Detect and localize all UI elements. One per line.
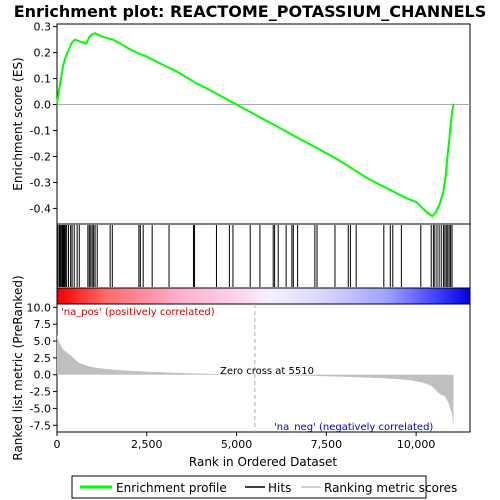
es-y-tick-label: -0.4 — [30, 202, 51, 215]
legend-enrichment-label: Enrichment profile — [116, 481, 227, 495]
x-axis-label: Rank in Ordered Dataset — [189, 455, 337, 469]
es-panel-frame — [56, 23, 471, 225]
metric-y-tick-label: -5.0 — [30, 402, 51, 415]
metric-y-tick-label: 7.5 — [34, 318, 52, 331]
es-y-tick-label: 0.2 — [34, 47, 52, 60]
es-y-tick-label: -0.2 — [30, 150, 51, 163]
legend-hits-label: Hits — [268, 481, 291, 495]
es-y-tick-label: 0.3 — [34, 21, 52, 34]
rank-gradient — [56, 287, 471, 305]
metric-panel: 10.0 7.5 5.0 2.5 0.0 -2.5 -5.0 -7.5 0 2,500 5,000… — [11, 275, 471, 469]
hit-markers — [57, 225, 453, 287]
hits-panel-frame — [56, 223, 471, 289]
es-y-tick-label: 0.1 — [34, 73, 52, 86]
legend-metric-label: Ranking metric scores — [324, 481, 457, 495]
x-tick-label: 2,500 — [131, 438, 163, 451]
metric-y-tick-label: -2.5 — [30, 386, 51, 399]
legend: Enrichment profile Hits Ranking metric s… — [71, 475, 457, 499]
es-y-axis: 0.3 0.2 0.1 0.0 -0.1 -0.2 -0.3 -0.4 — [30, 21, 57, 215]
neg-label: 'na_neg' (negatively correlated) — [274, 422, 433, 433]
es-y-tick-label: -0.1 — [30, 124, 51, 137]
metric-y-tick-label: 0.0 — [34, 369, 52, 382]
x-tick-label: 10,000 — [397, 438, 436, 451]
zero-cross-label: Zero cross at 5510 — [220, 366, 314, 377]
x-tick-label: 5,000 — [221, 438, 253, 451]
metric-y-tick-label: -7.5 — [30, 419, 51, 432]
es-panel: 0.3 0.2 0.1 0.0 -0.1 -0.2 -0.3 -0.4 Enrichment … — [11, 21, 471, 225]
metric-y-label: Ranked list metric (PreRanked) — [11, 275, 25, 460]
chart-title: Enrichment plot: REACTOME_POTASSIUM_CHAN… — [14, 2, 487, 21]
rank-color-bar — [56, 287, 471, 305]
metric-y-tick-label: 10.0 — [27, 301, 52, 314]
es-y-tick-label: 0.0 — [34, 99, 52, 112]
metric-y-axis: 10.0 7.5 5.0 2.5 0.0 -2.5 -5.0 -7.5 — [27, 301, 57, 432]
x-tick-label: 7,500 — [311, 438, 343, 451]
es-y-label: Enrichment score (ES) — [11, 57, 25, 190]
metric-x-axis: 0 2,500 5,000 7,500 10,000 — [54, 432, 436, 451]
metric-y-tick-label: 5.0 — [34, 335, 52, 348]
hits-panel — [56, 223, 471, 289]
metric-panel-frame — [56, 303, 471, 433]
metric-y-tick-label: 2.5 — [34, 352, 52, 365]
es-y-tick-label: -0.3 — [30, 176, 51, 189]
enrichment-profile-line — [56, 31, 455, 218]
x-tick-label: 0 — [54, 438, 61, 451]
pos-label: 'na_pos' (positively correlated) — [61, 307, 215, 318]
